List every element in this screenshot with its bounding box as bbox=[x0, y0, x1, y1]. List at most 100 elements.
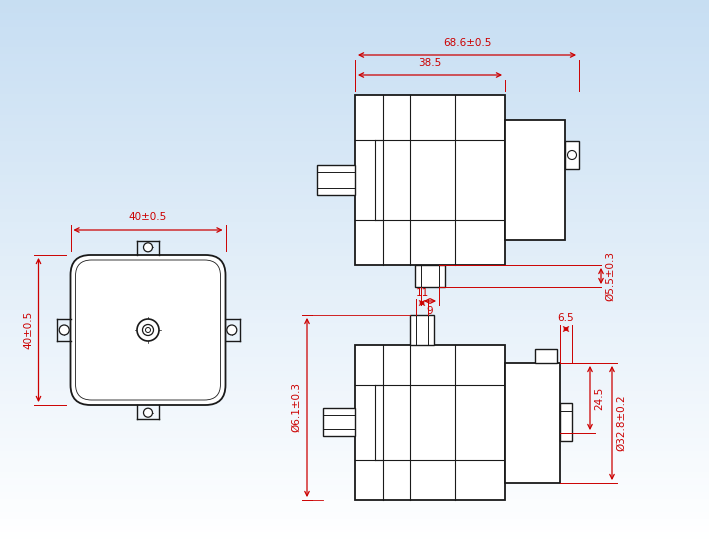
Bar bbox=[0, 6, 709, 13]
Bar bbox=[0, 222, 709, 229]
Bar bbox=[0, 202, 709, 209]
Bar bbox=[0, 195, 709, 202]
Bar bbox=[0, 276, 709, 283]
Bar bbox=[0, 485, 709, 492]
Bar bbox=[0, 492, 709, 499]
Bar bbox=[0, 40, 709, 47]
Bar bbox=[0, 350, 709, 357]
Bar bbox=[505, 120, 565, 240]
Text: 24.5: 24.5 bbox=[594, 386, 604, 410]
Bar bbox=[0, 458, 709, 465]
Bar bbox=[0, 229, 709, 236]
Bar bbox=[0, 74, 709, 81]
Bar bbox=[0, 283, 709, 290]
Bar bbox=[0, 465, 709, 472]
Bar bbox=[0, 121, 709, 128]
Bar bbox=[0, 330, 709, 337]
Bar bbox=[0, 27, 709, 34]
Bar bbox=[0, 425, 709, 431]
Bar bbox=[0, 512, 709, 519]
Bar bbox=[0, 67, 709, 74]
Text: 6.5: 6.5 bbox=[558, 313, 574, 323]
Bar bbox=[0, 398, 709, 404]
Bar bbox=[0, 411, 709, 418]
Bar bbox=[0, 209, 709, 216]
Bar bbox=[0, 452, 709, 458]
Bar bbox=[0, 323, 709, 330]
Bar bbox=[0, 168, 709, 175]
Bar bbox=[0, 256, 709, 262]
Bar bbox=[560, 403, 572, 441]
Bar bbox=[0, 519, 709, 526]
Bar bbox=[0, 317, 709, 323]
Bar bbox=[415, 265, 445, 287]
Bar bbox=[0, 290, 709, 296]
Circle shape bbox=[143, 324, 154, 335]
Bar bbox=[0, 115, 709, 121]
Bar bbox=[0, 141, 709, 148]
Text: Ø6.1±0.3: Ø6.1±0.3 bbox=[291, 383, 301, 432]
Bar bbox=[317, 165, 355, 195]
Bar bbox=[410, 315, 434, 345]
Bar bbox=[0, 108, 709, 115]
Bar bbox=[0, 148, 709, 155]
Bar bbox=[0, 94, 709, 101]
Bar bbox=[0, 344, 709, 350]
Text: 68.6±0.5: 68.6±0.5 bbox=[443, 38, 491, 48]
Bar bbox=[0, 533, 709, 539]
Bar bbox=[0, 155, 709, 162]
Bar bbox=[0, 371, 709, 377]
Bar bbox=[0, 189, 709, 195]
Bar bbox=[0, 87, 709, 94]
Circle shape bbox=[567, 150, 576, 160]
Bar bbox=[0, 243, 709, 249]
Bar bbox=[0, 101, 709, 108]
Bar bbox=[0, 81, 709, 88]
Bar bbox=[0, 377, 709, 384]
FancyBboxPatch shape bbox=[70, 255, 225, 405]
Bar bbox=[535, 349, 557, 363]
Bar bbox=[0, 33, 709, 40]
Bar bbox=[505, 363, 560, 483]
Bar bbox=[0, 364, 709, 371]
Text: Ø5.5±0.3: Ø5.5±0.3 bbox=[605, 251, 615, 301]
Circle shape bbox=[145, 328, 150, 333]
Bar bbox=[0, 337, 709, 344]
Bar bbox=[0, 175, 709, 182]
Circle shape bbox=[227, 325, 237, 335]
Bar bbox=[323, 408, 355, 436]
Bar bbox=[0, 499, 709, 506]
Bar bbox=[0, 431, 709, 438]
Bar bbox=[0, 270, 709, 276]
Bar bbox=[0, 479, 709, 485]
Bar bbox=[355, 345, 505, 500]
Circle shape bbox=[143, 243, 152, 252]
Bar bbox=[0, 418, 709, 425]
Bar bbox=[0, 162, 709, 168]
Bar bbox=[0, 391, 709, 398]
Circle shape bbox=[137, 319, 159, 341]
Bar bbox=[0, 0, 709, 6]
Bar bbox=[0, 47, 709, 54]
Bar bbox=[0, 445, 709, 452]
Circle shape bbox=[59, 325, 69, 335]
Bar bbox=[0, 526, 709, 532]
Bar bbox=[0, 310, 709, 317]
Bar bbox=[0, 303, 709, 310]
Bar bbox=[0, 438, 709, 445]
Bar bbox=[355, 95, 505, 265]
Bar bbox=[0, 296, 709, 303]
Bar bbox=[565, 141, 579, 169]
Text: 11: 11 bbox=[415, 288, 429, 298]
Bar bbox=[0, 249, 709, 256]
Bar bbox=[0, 384, 709, 391]
Bar bbox=[0, 216, 709, 223]
Bar bbox=[0, 54, 709, 60]
Bar bbox=[0, 262, 709, 270]
Text: 40±0.5: 40±0.5 bbox=[23, 311, 33, 349]
Circle shape bbox=[143, 408, 152, 417]
Text: 9: 9 bbox=[427, 306, 433, 316]
Text: Ø32.8±0.2: Ø32.8±0.2 bbox=[616, 395, 626, 451]
Bar bbox=[0, 20, 709, 27]
Bar bbox=[0, 13, 709, 20]
